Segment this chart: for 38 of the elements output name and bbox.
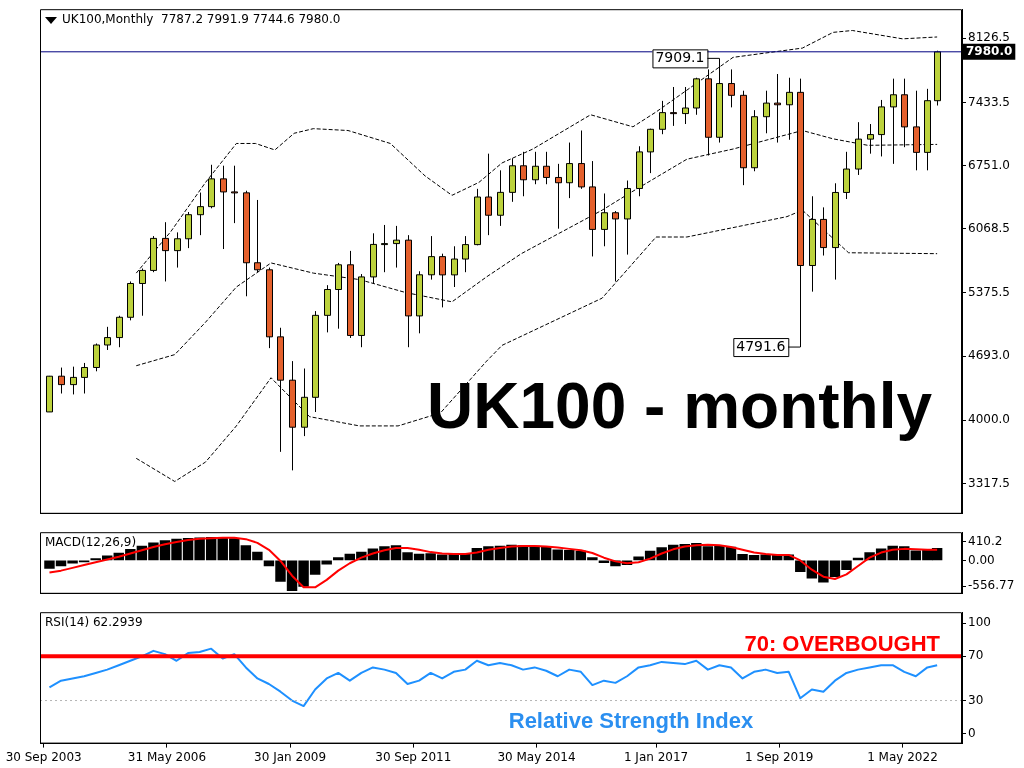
x-tick-label: 30 Sep 2003 xyxy=(5,749,82,764)
annotation: 7909.1 xyxy=(655,49,705,65)
annotation: Relative Strength Index xyxy=(508,707,755,733)
y-tick-label: 8126.5 xyxy=(968,30,1010,45)
candlestick xyxy=(81,362,88,395)
x-tick-label: 30 Sep 2011 xyxy=(375,749,452,764)
chart-title: MACD(12,26,9) xyxy=(45,535,137,550)
y-tick-label: 3317.5 xyxy=(968,475,1010,490)
x-tick-label: 1 May 2022 xyxy=(867,749,938,764)
annotation: 4791.6 xyxy=(736,337,786,354)
y-tick-label: 0 xyxy=(968,725,976,740)
x-tick-label: 30 May 2014 xyxy=(497,749,576,764)
y-tick-label: 6751.0 xyxy=(968,157,1010,172)
candlestick xyxy=(462,235,469,273)
ref-line-label: 70: OVERBOUGHT xyxy=(744,631,941,657)
x-tick-label: 30 Jan 2009 xyxy=(254,749,327,764)
y-tick-label: -556.77 xyxy=(968,578,1015,593)
y-tick-label: 30 xyxy=(968,692,984,707)
chart-title: UK100,Monthly 7787.2 7991.9 7744.6 7980.0 xyxy=(62,12,341,27)
x-tick-label: 1 Sep 2019 xyxy=(745,749,814,764)
x-tick-label: 1 Jan 2017 xyxy=(623,749,689,764)
ref-line-label: 7980.0 xyxy=(966,43,1013,58)
y-tick-label: 6068.5 xyxy=(968,220,1010,235)
candlestick xyxy=(728,68,735,108)
y-tick-label: 100 xyxy=(968,615,991,630)
candlestick xyxy=(601,192,608,247)
y-tick-label: 410.2 xyxy=(968,533,1003,548)
candlestick xyxy=(659,100,666,135)
annotation: UK100 - monthly xyxy=(427,369,933,442)
x-tick-label: 31 May 2006 xyxy=(127,749,207,764)
chart-title: RSI(14) 62.2939 xyxy=(45,615,143,630)
y-tick-label: 70 xyxy=(968,648,984,663)
y-tick-label: 0.00 xyxy=(968,552,995,567)
y-tick-label: 4000.0 xyxy=(968,412,1010,427)
y-tick-label: 7433.5 xyxy=(968,94,1010,109)
y-tick-label: 5375.5 xyxy=(968,285,1010,300)
bar xyxy=(333,557,344,561)
y-tick-label: 4693.0 xyxy=(968,348,1010,363)
